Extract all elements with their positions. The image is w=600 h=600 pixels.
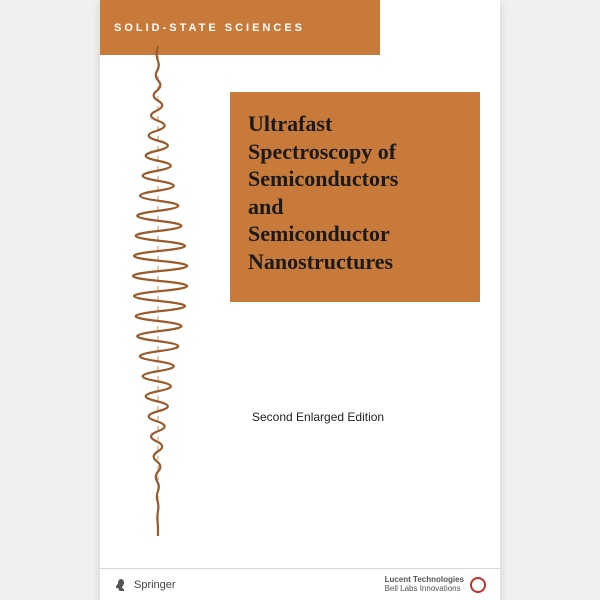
- title-line: Ultrafast: [248, 110, 466, 138]
- waveform-strip: [100, 46, 250, 536]
- title-line: Spectroscopy of: [248, 138, 466, 166]
- sponsor-block: Lucent Technologies Bell Labs Innovation…: [385, 576, 486, 594]
- publisher-block: Springer: [114, 578, 176, 592]
- title-line: and: [248, 193, 466, 221]
- sponsor-line2: Bell Labs Innovations: [385, 585, 464, 594]
- waveform-path: [133, 46, 187, 536]
- springer-horse-icon: [114, 578, 128, 592]
- lucent-ring-icon: [470, 577, 486, 593]
- title-line: Nanostructures: [248, 248, 466, 276]
- sponsor-text: Lucent Technologies Bell Labs Innovation…: [385, 576, 464, 594]
- bottom-bar: Springer Lucent Technologies Bell Labs I…: [100, 568, 500, 600]
- book-cover: SOLID-STATE SCIENCES UltrafastSpectrosco…: [100, 0, 500, 600]
- title-line: Semiconductor: [248, 220, 466, 248]
- edition-label: Second Enlarged Edition: [252, 410, 384, 424]
- title-panel: UltrafastSpectroscopy ofSemiconductorsan…: [230, 92, 480, 302]
- series-label: SOLID-STATE SCIENCES: [114, 22, 305, 34]
- title-line: Semiconductors: [248, 165, 466, 193]
- publisher-name: Springer: [134, 579, 176, 591]
- waveform-svg: [100, 46, 250, 536]
- book-title: UltrafastSpectroscopy ofSemiconductorsan…: [248, 110, 466, 275]
